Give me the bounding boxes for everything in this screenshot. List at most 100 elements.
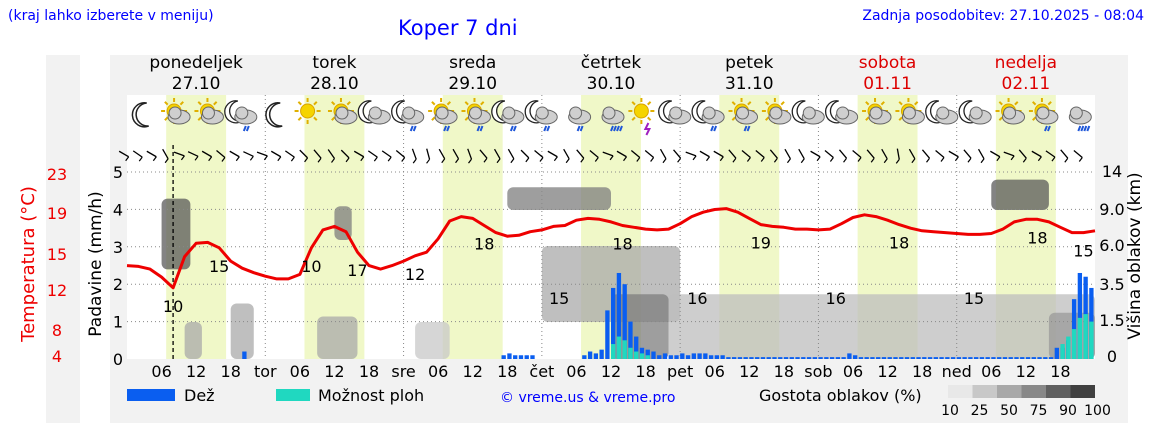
rain-bar (956, 357, 962, 359)
wind-barb (713, 150, 724, 158)
wind-barb-tail (1010, 155, 1015, 161)
day-name: sreda (449, 53, 496, 73)
rain-drop (509, 125, 514, 132)
rain-bar (691, 353, 696, 359)
cloud-shape (1003, 106, 1017, 120)
x-tick-label: 18 (774, 362, 794, 381)
legend-swatch-rain (127, 389, 175, 401)
cloud-height-tick: 6.0 (1099, 236, 1124, 255)
rain-drop (446, 125, 451, 132)
x-tick-label: 12 (877, 362, 897, 381)
sun-ray (331, 101, 336, 106)
wind-barb-tail (565, 158, 570, 164)
x-tick-label: 06 (705, 362, 725, 381)
rain-bar (997, 357, 1002, 359)
rain-drop (409, 125, 414, 132)
wind-barb (216, 149, 226, 159)
rain-bar (530, 355, 535, 359)
credit-link: © vreme.us & vreme.pro (500, 390, 675, 406)
wind-barb (381, 150, 392, 158)
rain-bar (662, 353, 668, 359)
density-swatch (1046, 385, 1071, 398)
rain-bar (939, 357, 944, 359)
temperature-label: 19 (751, 234, 771, 253)
wind-barb-tail (152, 156, 157, 162)
wind-barb-tail (940, 157, 945, 162)
wind-barb-tail (125, 156, 130, 162)
cloud-height-tick: 0 (1107, 347, 1117, 366)
sun-ray (764, 101, 770, 106)
rain-bar (881, 357, 887, 359)
wind-barb-tail (911, 158, 916, 164)
legend-label-rain: Dež (184, 386, 215, 405)
wind-barb-tail (331, 158, 335, 163)
wind-barb-tail (164, 158, 169, 164)
rain-bar (657, 355, 662, 359)
wind-barb (146, 150, 157, 158)
temperature-label: 15 (209, 257, 229, 276)
cloud-shape (502, 106, 516, 120)
wind-barb-tail (426, 158, 431, 164)
rain-bar (668, 355, 673, 359)
cloud-moon-icon (958, 100, 992, 125)
rain-bar (847, 353, 852, 359)
shower-bar (1071, 329, 1077, 359)
sun-ray (731, 116, 736, 121)
wind-barb-tail (857, 157, 862, 162)
sun-ray (446, 101, 452, 106)
rain-bar (714, 355, 720, 359)
wind-barb (659, 148, 667, 160)
shower-bar (1060, 344, 1065, 359)
density-scale-label: 100 (1084, 403, 1111, 419)
rain-bar (708, 355, 714, 359)
rain-bar (582, 355, 587, 359)
wind-barb-tail (539, 157, 544, 162)
rain-bar (599, 349, 604, 359)
rain-drop (743, 125, 748, 132)
temperature-label: 18 (889, 234, 909, 253)
sun-ray (164, 101, 169, 106)
wind-barb-tail (773, 157, 778, 163)
wind-barb (229, 150, 240, 158)
x-tick-label: pet (667, 362, 693, 381)
precip-tick: 5 (113, 163, 123, 182)
density-swatch (997, 385, 1022, 398)
shower-bar (645, 355, 650, 359)
rain-bar (910, 357, 915, 359)
cloud-shape (201, 106, 215, 120)
wind-barb-tail (180, 155, 185, 161)
temperature-tick: 12 (47, 281, 67, 300)
cloud-shape (1036, 106, 1050, 120)
wind-barb-tail (496, 158, 501, 164)
wind-barb-tail (926, 157, 930, 163)
rain-drop (613, 125, 617, 132)
wind-barb-tail (843, 157, 848, 163)
precip-tick: 4 (113, 200, 123, 219)
wind-barb (313, 149, 322, 159)
rain-bar (1048, 357, 1054, 359)
sun-ray (346, 101, 351, 106)
x-tick-label: 12 (186, 362, 206, 381)
rain-drop (242, 125, 247, 132)
cloud-rain-heavy-icon (601, 106, 625, 132)
rain-drop (412, 125, 417, 132)
wind-barb-tail (594, 157, 599, 162)
rain-drop (1086, 125, 1091, 132)
cloud-shape (468, 106, 482, 120)
rain-bar (927, 357, 933, 359)
rain-bar (593, 353, 599, 359)
cloud-shape (235, 106, 249, 120)
rain-drop (1077, 125, 1082, 132)
wind-barb (589, 149, 599, 159)
wind-barb-tail (553, 156, 558, 162)
sun-shape (633, 103, 649, 119)
density-scale-label: 50 (1000, 403, 1018, 419)
rain-bar (778, 357, 783, 359)
rain-bar (841, 357, 846, 359)
sun-ray (464, 116, 469, 121)
wind-barb (438, 148, 446, 160)
region-menu-hint[interactable]: (kraj lahko izberete v meniju) (8, 8, 214, 24)
shower-bar (634, 351, 639, 359)
rain-drop (710, 125, 715, 132)
